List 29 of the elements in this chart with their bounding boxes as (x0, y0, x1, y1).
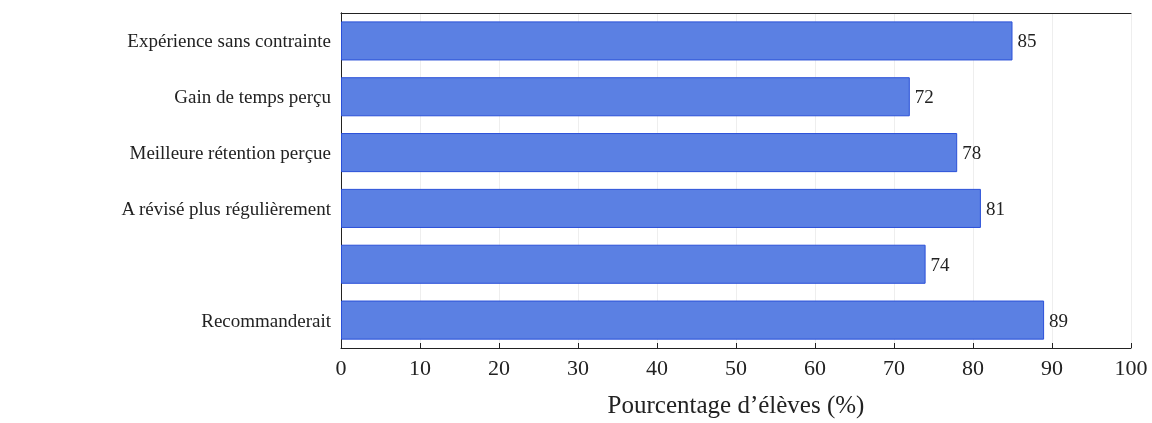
bar (341, 188, 981, 228)
data-label: 78 (962, 142, 982, 164)
x-tick-label: 60 (804, 354, 826, 380)
x-tick-label: 100 (1114, 354, 1148, 380)
x-tick-label: 20 (488, 354, 510, 380)
bar (341, 21, 1013, 61)
data-label: 89 (1049, 309, 1069, 331)
y-tick-label: Recommanderait (201, 309, 332, 331)
x-tick-label: 80 (962, 354, 984, 380)
x-tick-label: 0 (335, 354, 347, 380)
x-tick-label: 30 (567, 354, 589, 380)
bar (341, 77, 910, 117)
x-tick-label: 90 (1041, 354, 1063, 380)
x-tick-label: 40 (646, 354, 668, 380)
y-tick-label: Meilleure rétention perçue (129, 142, 331, 164)
x-tick-label: 10 (409, 354, 431, 380)
x-axis-title: Pourcentage d’élèves (%) (607, 391, 865, 419)
y-tick-label: Expérience sans contrainte (127, 30, 331, 52)
data-label: 85 (1017, 30, 1037, 52)
x-tick-label: 50 (725, 354, 747, 380)
bar (341, 300, 1045, 340)
x-tick-label: 70 (883, 354, 905, 380)
bar (341, 133, 958, 173)
data-label: 72 (914, 86, 934, 108)
y-tick-label: Gain de temps perçu (174, 86, 332, 108)
y-tick-label: A révisé plus régulièrement (121, 197, 332, 219)
bar (341, 244, 926, 284)
data-label: 81 (985, 197, 1005, 219)
data-label: 74 (930, 253, 951, 275)
